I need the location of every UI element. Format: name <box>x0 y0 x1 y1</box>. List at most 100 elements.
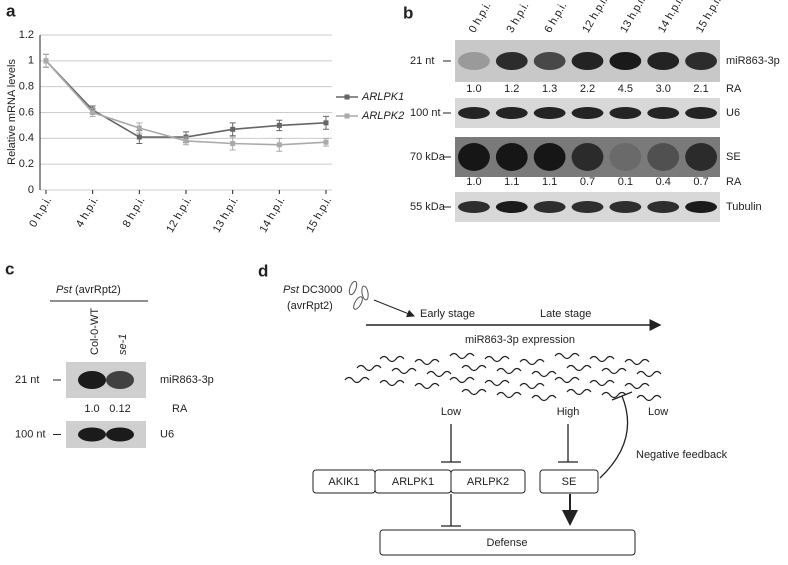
infection-arrow <box>373 299 415 318</box>
x-tick-label: 12 h.p.i. <box>164 195 194 235</box>
ra-value: 1.1 <box>542 176 557 188</box>
squiggle <box>531 370 557 378</box>
band <box>571 143 604 171</box>
blot-target: miR863-3p <box>160 374 214 386</box>
band <box>458 52 490 70</box>
band <box>609 201 642 213</box>
panel-label: c <box>5 259 14 278</box>
squiggle <box>566 364 592 372</box>
x-tick-label: 8 h.p.i. <box>121 195 148 230</box>
squiggle <box>601 367 627 375</box>
point <box>136 134 142 140</box>
legend-marker <box>344 94 350 100</box>
stage-label: Early stage <box>420 308 475 320</box>
blot-target: miR863-3p <box>726 55 780 67</box>
strain: DC3000 <box>302 284 342 296</box>
x-tick-label: 14 h.p.i. <box>257 195 287 235</box>
ra-value: 3.0 <box>656 83 671 95</box>
x-tick-label: 15 h.p.i. <box>304 195 334 235</box>
band <box>495 52 528 70</box>
gene-label: ARLPK1 <box>392 476 434 488</box>
mirna-squiggles <box>344 352 662 402</box>
squiggle <box>461 364 487 372</box>
squiggle <box>589 379 615 387</box>
band <box>458 107 490 119</box>
squiggle <box>391 367 417 375</box>
band <box>685 201 717 213</box>
size-marker: 100 nt <box>410 107 441 119</box>
ra-value: 2.2 <box>580 83 595 95</box>
gene-label: AKIK1 <box>328 476 359 488</box>
band <box>458 143 490 171</box>
band <box>495 107 528 119</box>
band <box>609 107 642 119</box>
squiggle <box>496 391 522 399</box>
lane-label: 6 h.p.i. <box>542 0 569 35</box>
gene-label: SE <box>562 476 577 488</box>
line-chart: 0 0.2 0.4 0.6 0.8 1 1.2 0 h.p.i. 4 h.p.i. 8 h.p.i… <box>19 29 405 235</box>
gene-label: ARLPK2 <box>467 476 509 488</box>
band <box>495 143 528 171</box>
effector: (avrRpt2) <box>75 284 121 296</box>
band <box>533 107 566 119</box>
ra-value: 0.1 <box>618 176 633 188</box>
band <box>106 427 134 442</box>
strain-label: Pst DC3000 <box>283 284 342 296</box>
band <box>458 201 490 213</box>
band <box>106 371 134 389</box>
blot-panel: Col-0-WT se-1 21 nt miR863-3p 100 nt U6 1.0 0.1… <box>15 308 214 448</box>
lane-label: 12 h.p.i. <box>580 0 610 35</box>
squiggle <box>484 355 510 363</box>
squiggle <box>344 376 370 384</box>
size-marker: 100 nt <box>15 428 46 440</box>
lane-label: 3 h.p.i. <box>505 0 532 35</box>
squiggle <box>379 379 405 387</box>
band <box>647 107 680 119</box>
squiggle <box>426 370 452 378</box>
lane-label: 0 h.p.i. <box>467 0 494 35</box>
band <box>685 143 717 171</box>
squiggle <box>624 382 650 390</box>
ra-value: 1.2 <box>504 83 519 95</box>
point <box>323 120 329 126</box>
band <box>685 52 717 70</box>
lane-label: se-1 <box>117 334 129 355</box>
squiggle <box>356 364 382 372</box>
x-tick-label: 0 h.p.i. <box>27 195 54 230</box>
strain-label: Pst (avrRpt2) <box>56 284 121 296</box>
ra-value: 0.4 <box>656 176 671 188</box>
squiggle <box>414 358 440 366</box>
size-marker: 21 nt <box>410 55 434 67</box>
band <box>571 201 604 213</box>
point <box>43 58 49 64</box>
legend-marker <box>344 113 350 119</box>
point <box>276 142 282 148</box>
ra-value: 2.1 <box>693 83 708 95</box>
y-tick-label: 1 <box>28 55 34 67</box>
squiggle <box>624 358 650 366</box>
point <box>90 110 96 115</box>
ra-value: 1.0 <box>84 403 99 415</box>
size-marker: 70 kDa <box>410 151 446 163</box>
squiggle <box>379 355 405 363</box>
band <box>495 201 528 213</box>
band <box>78 371 106 389</box>
squiggle <box>554 376 580 384</box>
ra-label: RA <box>726 176 742 188</box>
ra-label: RA <box>726 83 742 95</box>
y-tick-label: 0.2 <box>19 158 34 170</box>
band <box>647 52 680 70</box>
band <box>533 52 566 70</box>
x-tick-label: 4 h.p.i. <box>74 195 101 230</box>
series-line <box>45 60 327 138</box>
effector-label: (avrRpt2) <box>287 300 333 312</box>
band <box>647 201 680 213</box>
organism: Pst <box>283 284 300 296</box>
y-tick-label: 0.6 <box>19 106 34 118</box>
size-marker: 55 kDa <box>410 201 446 213</box>
lane-label: 15 h.p.i. <box>694 0 724 35</box>
point <box>136 125 142 131</box>
squiggle <box>449 352 475 360</box>
point <box>183 138 189 144</box>
